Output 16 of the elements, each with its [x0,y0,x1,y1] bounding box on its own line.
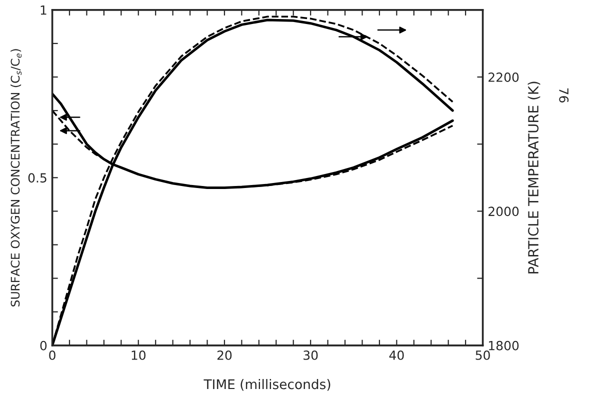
y-tick-label: 0 [40,340,47,350]
x-tick-label: 0 [49,350,56,360]
y2-tick-label: 1800 [489,340,519,350]
x-tick-label: 30 [304,350,318,360]
y2-tick-label: 2000 [488,206,519,216]
x-tick-label: 10 [132,350,146,360]
x-tick-label: 20 [217,350,232,360]
text: 76 [559,88,569,102]
y2-axis-title: PARTICLE TEMPERATURE (K) [528,82,540,274]
y-axis-title: SURFACE OXYGEN CONCENTRATION (C$_{s}$/C$_{e}$) [10,49,22,306]
x-tick-label: 50 [476,350,490,360]
y2-tick-label: 2200 [488,72,519,82]
y-tick-label: 1 [40,6,46,15]
x-axis-title: TIME (milliseconds) [204,379,330,391]
x-tick-label: 40 [389,350,404,360]
y-tick-label: 0.5 [28,173,46,183]
